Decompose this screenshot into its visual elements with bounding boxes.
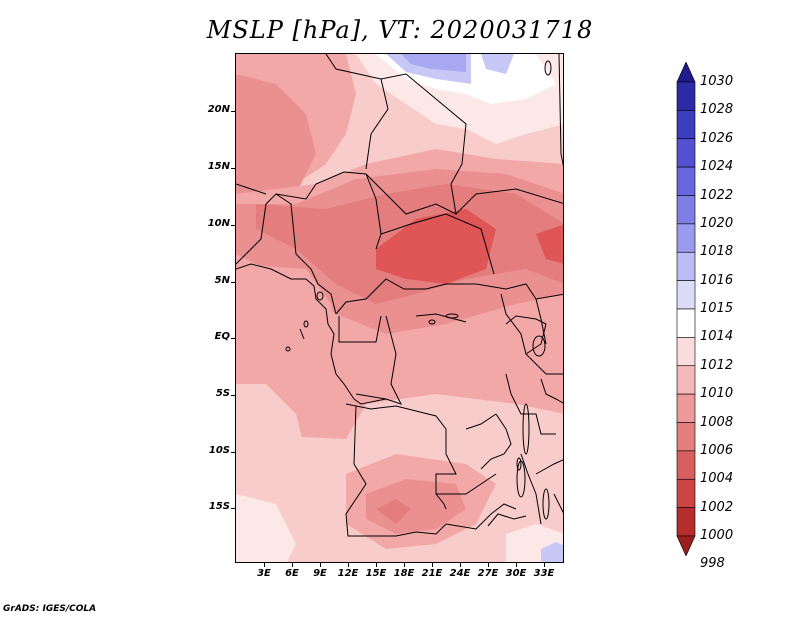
colorbar-level-label: 1022 [700, 188, 733, 203]
mslp-map [236, 54, 564, 563]
chart-title: MSLP [hPa], VT: 2020031718 [0, 16, 800, 44]
y-tick-mark [231, 111, 235, 112]
colorbar-swatch [677, 252, 695, 280]
x-tick-mark [320, 563, 321, 567]
y-tick-mark [231, 225, 235, 226]
colorbar-swatch [677, 281, 695, 309]
x-tick-mark [516, 563, 517, 567]
colorbar-swatch [677, 479, 695, 507]
x-tick-mark [488, 563, 489, 567]
y-tick-label: EQ [190, 331, 230, 342]
y-tick-mark [231, 508, 235, 509]
colorbar-level-label: 1018 [700, 244, 733, 259]
y-tick-mark [231, 338, 235, 339]
x-tick-label: 6E [277, 568, 307, 579]
colorbar-swatch [677, 508, 695, 536]
map-panel [235, 53, 564, 563]
colorbar-level-label: 1016 [700, 273, 733, 288]
colorbar-swatch [677, 394, 695, 422]
colorbar-level-label: 1020 [700, 216, 733, 231]
y-tick-mark [231, 168, 235, 169]
colorbar-swatch [677, 167, 695, 195]
x-tick-mark [348, 563, 349, 567]
colorbar-level-label: 1010 [700, 386, 733, 401]
y-tick-mark [231, 282, 235, 283]
x-tick-label: 33E [529, 568, 559, 579]
x-tick-mark [376, 563, 377, 567]
colorbar-level-label: 1006 [700, 443, 733, 458]
y-tick-label: 10S [190, 445, 230, 456]
y-tick-mark [231, 452, 235, 453]
colorbar-level-label: 998 [700, 556, 725, 571]
colorbar-swatch [677, 139, 695, 167]
x-tick-label: 24E [445, 568, 475, 579]
y-tick-label: 5N [190, 275, 230, 286]
x-tick-mark [460, 563, 461, 567]
x-tick-label: 15E [361, 568, 391, 579]
y-tick-label: 5S [190, 388, 230, 399]
x-tick-label: 9E [305, 568, 335, 579]
x-tick-label: 12E [333, 568, 363, 579]
x-tick-mark [404, 563, 405, 567]
colorbar-swatch [677, 309, 695, 337]
y-tick-label: 15S [190, 501, 230, 512]
x-tick-label: 27E [473, 568, 503, 579]
colorbar-swatch [677, 196, 695, 224]
y-tick-mark [231, 395, 235, 396]
colorbar-swatch [677, 337, 695, 365]
colorbar-level-label: 1002 [700, 500, 733, 515]
x-tick-mark [292, 563, 293, 567]
colorbar-swatch [677, 82, 695, 110]
footer-credit: GrADS: IGES/COLA [3, 604, 96, 614]
colorbar-level-label: 1014 [700, 329, 733, 344]
colorbar-level-label: 1012 [700, 358, 733, 373]
y-tick-label: 15N [190, 161, 230, 172]
colorbar-swatch [677, 423, 695, 451]
colorbar-level-label: 1015 [700, 301, 733, 316]
colorbar-swatch [677, 451, 695, 479]
colorbar-level-label: 1028 [700, 102, 733, 117]
colorbar-level-label: 1024 [700, 159, 733, 174]
x-tick-mark [544, 563, 545, 567]
x-tick-mark [432, 563, 433, 567]
y-tick-label: 10N [190, 218, 230, 229]
colorbar-swatch [677, 224, 695, 252]
colorbar [676, 62, 696, 556]
colorbar-top-arrow [677, 62, 695, 82]
y-tick-label: 20N [190, 104, 230, 115]
colorbar-level-label: 1026 [700, 131, 733, 146]
x-tick-label: 3E [249, 568, 279, 579]
x-tick-label: 30E [501, 568, 531, 579]
colorbar-level-label: 1030 [700, 74, 733, 89]
colorbar-level-label: 1004 [700, 471, 733, 486]
colorbar-swatch [677, 366, 695, 394]
colorbar-swatch [677, 110, 695, 138]
colorbar-level-label: 1008 [700, 415, 733, 430]
x-tick-mark [264, 563, 265, 567]
colorbar-level-label: 1000 [700, 528, 733, 543]
colorbar-bottom-arrow [677, 536, 695, 556]
x-tick-label: 21E [417, 568, 447, 579]
x-tick-label: 18E [389, 568, 419, 579]
